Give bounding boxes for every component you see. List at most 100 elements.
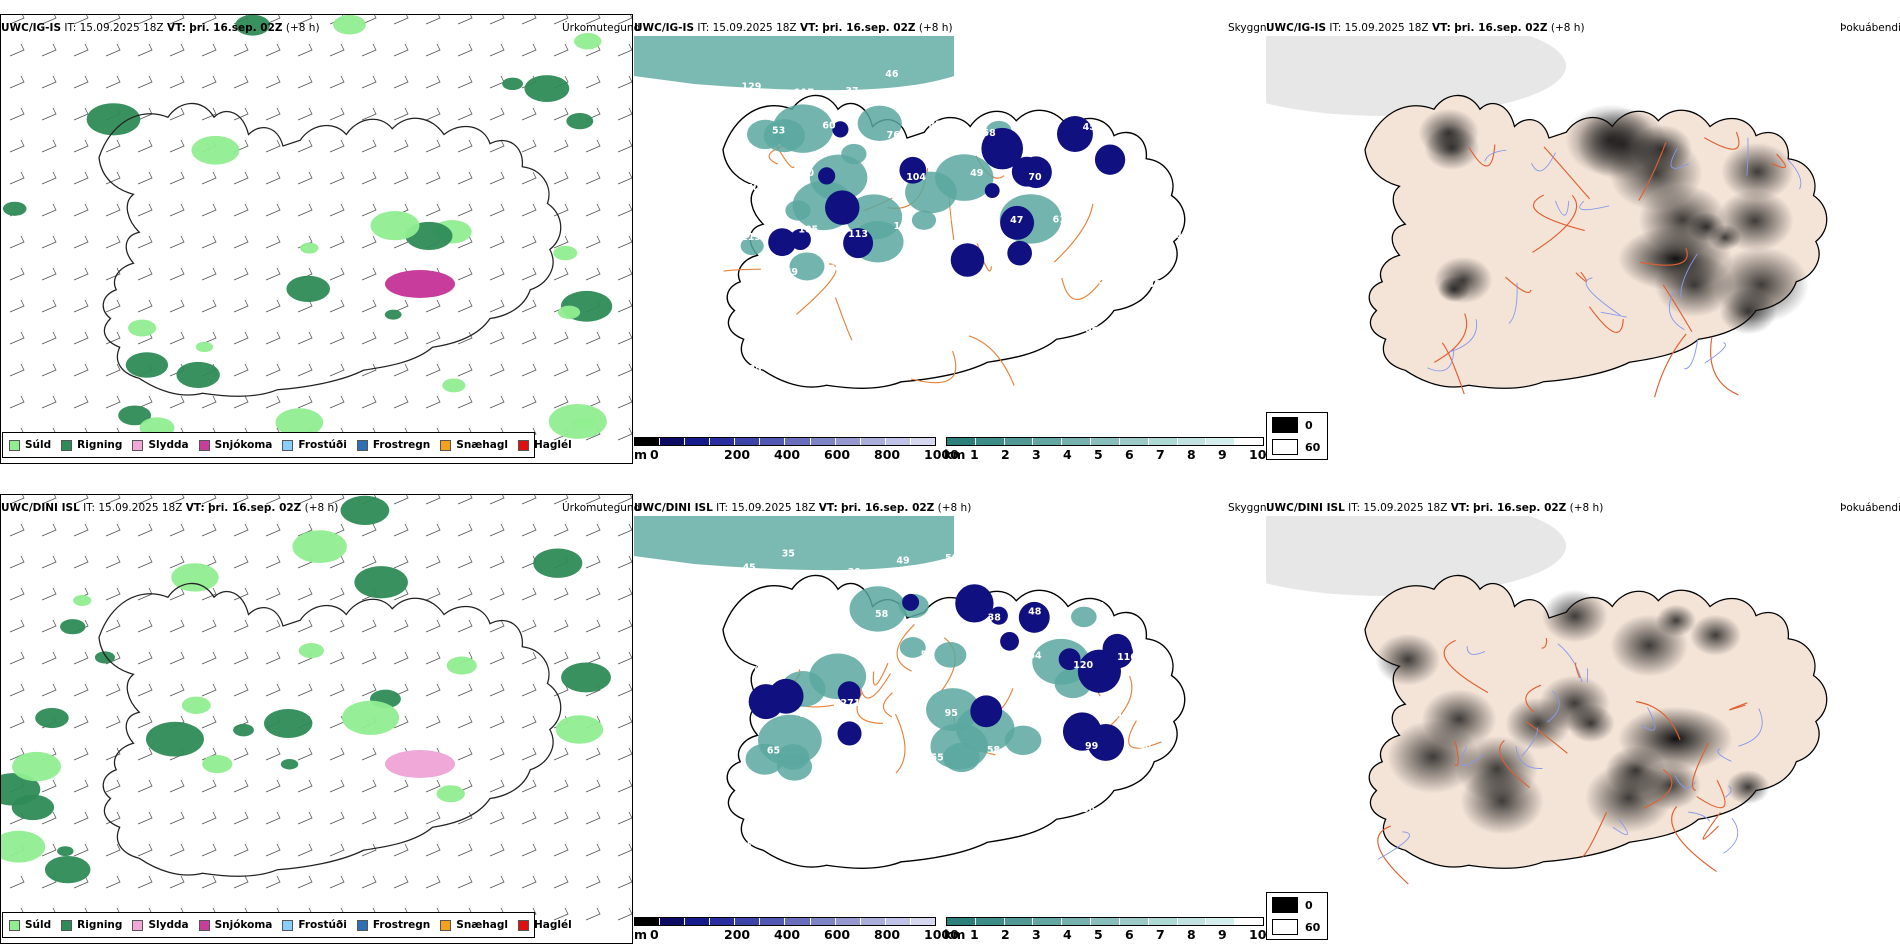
ceiling-value-label: 61	[1048, 758, 1061, 769]
ceiling-value-label: 47	[754, 663, 767, 674]
ceiling-value-label: 56	[1085, 324, 1099, 335]
ceiling-value-label: 49	[1109, 69, 1122, 80]
legend-swatch	[282, 439, 294, 451]
precip-type-panel	[0, 14, 633, 464]
fog-legend: 0 60	[1266, 892, 1328, 940]
ceiling-value-label: 117	[794, 87, 814, 98]
ceiling-value-label: 85	[748, 364, 761, 375]
ceiling-value-label: 60	[1117, 177, 1131, 188]
ceiling-value-label: 76	[1136, 314, 1150, 325]
ceiling-value-label: 116	[1117, 652, 1137, 663]
legend-swatch	[517, 439, 529, 451]
legend-swatch	[517, 919, 529, 931]
ceiling-value-label: 205	[1048, 260, 1068, 271]
visibility-colorbar: km 1 2 3 4 5 6 7 8 9 10	[944, 437, 1267, 465]
ceiling-value-label: 84	[1036, 119, 1050, 130]
legend-label: Rigning	[77, 919, 123, 931]
ceiling-value-label: 69	[785, 267, 798, 278]
legend-swatch	[356, 439, 368, 451]
ceiling-value-label: 70	[761, 309, 775, 320]
ceiling-value-label: 41	[802, 842, 815, 853]
legend-item: Frostúði	[282, 919, 347, 931]
ceiling-value-label: 61	[1160, 701, 1173, 712]
ceiling-value-label: 47	[822, 753, 835, 764]
ceiling-value-label: 60	[822, 120, 836, 131]
legend-item: Snjókoma	[198, 919, 272, 931]
ceiling-value-label: 60	[829, 264, 843, 275]
ceiling-value-label: 64	[1081, 181, 1095, 192]
ceiling-value-label: 58	[875, 609, 889, 620]
ceiling-value-label: 50	[921, 649, 935, 660]
fog-swatch-black	[1272, 417, 1298, 433]
fog-swatch-white	[1272, 919, 1298, 935]
fog-indicator-panel	[1266, 36, 1866, 436]
ceiling-value-label: 55	[1141, 611, 1154, 622]
panel-title: UWC/IG-IS IT: 15.09.2025 18Z VT: þri. 16…	[1266, 22, 1585, 34]
visibility-tick: 10	[1249, 447, 1267, 462]
ceiling-value-label: 83	[846, 845, 859, 856]
ceiling-value-label: 65	[767, 746, 780, 757]
ceiling-tick: 400	[774, 447, 801, 462]
ceiling-value-label: 117	[738, 837, 758, 848]
legend-swatch	[61, 439, 73, 451]
visibility-tick: 4	[1063, 927, 1072, 942]
ceiling-value-label: 105	[798, 224, 818, 235]
ceiling-tick: 400	[774, 927, 801, 942]
legend-item: Snæhagl	[440, 919, 508, 931]
legend-item: Frostregn	[356, 439, 430, 451]
legend-item: Slydda	[132, 919, 189, 931]
ceiling-value-label: 58	[987, 745, 1001, 756]
legend-item: Frostúði	[282, 439, 347, 451]
ceiling-value-label: 133	[1095, 275, 1115, 286]
legend-label: Snæhagl	[456, 439, 508, 451]
panel-variable-label: Skyggni	[1228, 502, 1270, 514]
ceiling-value-label: 76	[799, 709, 813, 720]
visibility-tick: 6	[1125, 927, 1134, 942]
ceiling-value-label: 53	[772, 126, 785, 137]
ceiling-value-label: 35	[937, 609, 950, 620]
visibility-tick: 5	[1094, 447, 1103, 462]
legend-item: Súld	[9, 439, 51, 451]
ceiling-value-label: 54	[1008, 76, 1022, 87]
ceiling-value-label: 85	[937, 269, 950, 280]
ceiling-value-label: 110	[976, 660, 996, 671]
ceiling-value-label: 48	[1046, 549, 1060, 560]
ceiling-value-label: 48	[1028, 607, 1042, 618]
ceiling-value-label: 120	[1073, 660, 1093, 671]
ceiling-value-label: 40	[817, 806, 831, 817]
ceiling-value-label: 46	[885, 69, 899, 80]
panel-variable-label: Þokuábendi	[1840, 502, 1900, 514]
precip-type-legend: Súld Rigning Slydda Snjókoma Frostúði Frostre…	[2, 912, 572, 938]
ceiling-value-label: 178	[1048, 706, 1068, 717]
ceiling-value-label: 68	[1015, 309, 1029, 320]
fog-legend-label: 0	[1305, 899, 1313, 912]
ceiling-value-label: 80	[801, 168, 815, 179]
ceiling-value-label: 29	[848, 567, 861, 578]
ceiling-value-label: 61	[810, 648, 823, 659]
panel-title: UWC/DINI ISL IT: 15.09.2025 18Z VT: þri.…	[634, 502, 972, 514]
ceiling-unit: m	[634, 447, 648, 462]
ceiling-value-label: 47	[1010, 215, 1023, 226]
visibility-unit: km	[944, 927, 966, 942]
ceiling-value-label: 73	[859, 654, 872, 665]
ceiling-value-label: 64	[1028, 650, 1042, 661]
visibility-unit: km	[944, 447, 966, 462]
legend-label: Snjókoma	[214, 439, 273, 451]
ceiling-value-label: 119	[741, 232, 761, 243]
precip-type-legend: Súld Rigning Slydda Snjókoma Frostúði Frostre…	[2, 432, 572, 458]
fog-legend-label: 60	[1305, 441, 1321, 454]
precip-panel-frame	[0, 494, 633, 944]
legend-swatch	[61, 919, 73, 931]
ceiling-value-label: 83	[929, 119, 942, 130]
ceiling-value-label: 35	[782, 549, 795, 560]
ceiling-value-label: 66	[874, 268, 888, 279]
panel-title: UWC/IG-IS IT: 15.09.2025 18Z VT: þri. 16…	[634, 22, 953, 34]
ceiling-value-label: 41	[1001, 552, 1014, 563]
visibility-tick: 3	[1032, 447, 1041, 462]
ceiling-value-label: 43	[1136, 127, 1149, 138]
ceiling-value-label: 40	[1027, 801, 1041, 812]
legend-swatch	[9, 919, 20, 931]
legend-swatch	[282, 919, 294, 931]
ceiling-value-label: 38	[988, 612, 1002, 623]
ceiling-value-label: 76	[887, 130, 901, 141]
